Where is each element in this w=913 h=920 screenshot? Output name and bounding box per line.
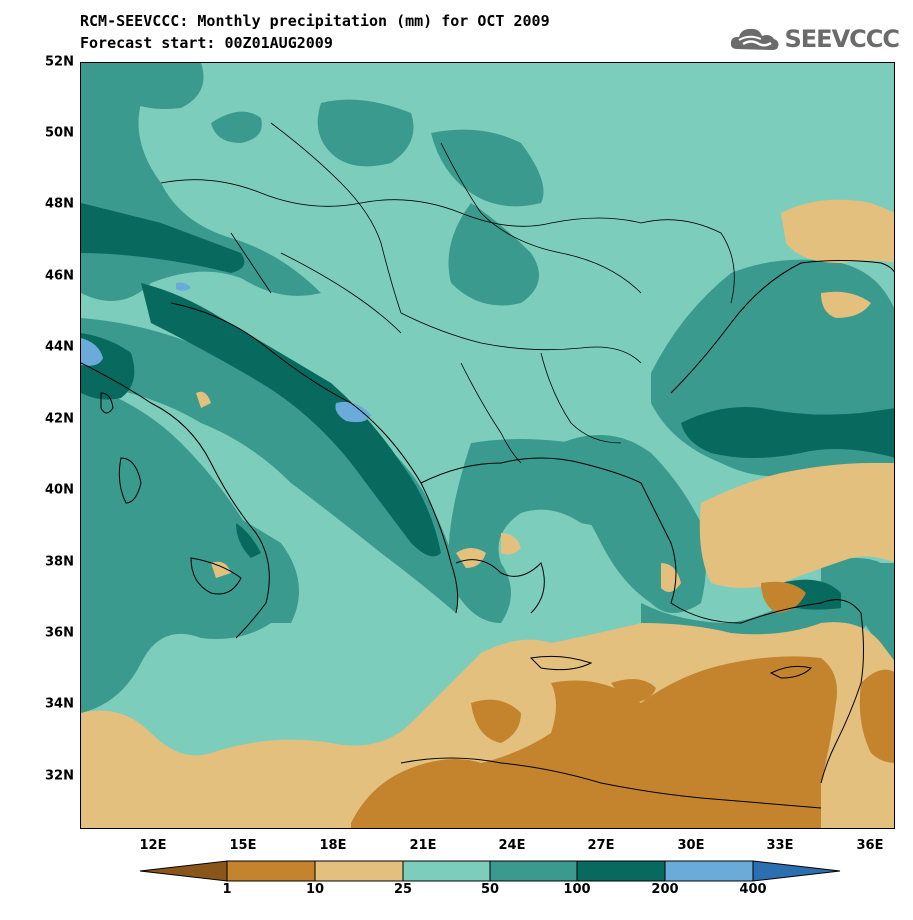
colorbar-label: 50	[480, 882, 500, 897]
lat-label: 36N	[45, 625, 74, 641]
colorbar-segment-200-400	[664, 860, 754, 882]
colorbar-segment-50-100	[489, 860, 578, 882]
coastlines	[81, 260, 894, 809]
lon-label: 15E	[229, 838, 257, 853]
colorbar-label: 25	[393, 882, 413, 897]
lat-label: 38N	[45, 554, 74, 570]
lon-label: 21E	[409, 838, 437, 853]
country-borders	[160, 122, 735, 464]
precipitation-map	[80, 62, 895, 829]
seevccc-logo: SEEVCCC	[729, 24, 900, 54]
lat-label: 44N	[45, 339, 74, 355]
logo-text: SEEVCCC	[784, 25, 900, 53]
colorbar-label: 1	[222, 882, 232, 897]
map-svg	[81, 63, 894, 828]
lon-label: 36E	[856, 838, 884, 853]
colorbar-segment-100-200	[576, 860, 666, 882]
lat-label: 52N	[45, 54, 74, 70]
colorbar-segment-25-50	[402, 860, 491, 882]
lat-label: 40N	[45, 482, 74, 498]
lon-label: 27E	[587, 838, 615, 853]
colorbar-segment-10-25	[314, 860, 404, 882]
map-title: RCM-SEEVCCC: Monthly precipitation (mm) …	[80, 12, 550, 30]
colorbar-label: 100	[563, 882, 591, 897]
colorbar-segment-gt400	[752, 860, 841, 882]
colorbar-segment-1-10	[226, 860, 316, 882]
precip-200-400-regions	[81, 282, 371, 423]
colorbar-label: 200	[651, 882, 679, 897]
colorbar-label: 400	[739, 882, 767, 897]
precip-1-10-regions	[351, 581, 894, 828]
lon-label: 33E	[766, 838, 794, 853]
lat-label: 50N	[45, 125, 74, 141]
lat-label: 42N	[45, 411, 74, 427]
lat-label: 32N	[45, 768, 74, 784]
lat-label: 34N	[45, 696, 74, 712]
colorbar-label: 10	[305, 882, 325, 897]
lon-label: 12E	[139, 838, 167, 853]
cloud-icon	[730, 28, 778, 50]
forecast-start-label: Forecast start: 00Z01AUG2009	[80, 34, 333, 52]
colorbar-segment-lt1	[139, 860, 228, 882]
lon-label: 18E	[319, 838, 347, 853]
lat-label: 46N	[45, 268, 74, 284]
lon-label: 24E	[498, 838, 526, 853]
lon-label: 30E	[677, 838, 705, 853]
lat-label: 48N	[45, 196, 74, 212]
